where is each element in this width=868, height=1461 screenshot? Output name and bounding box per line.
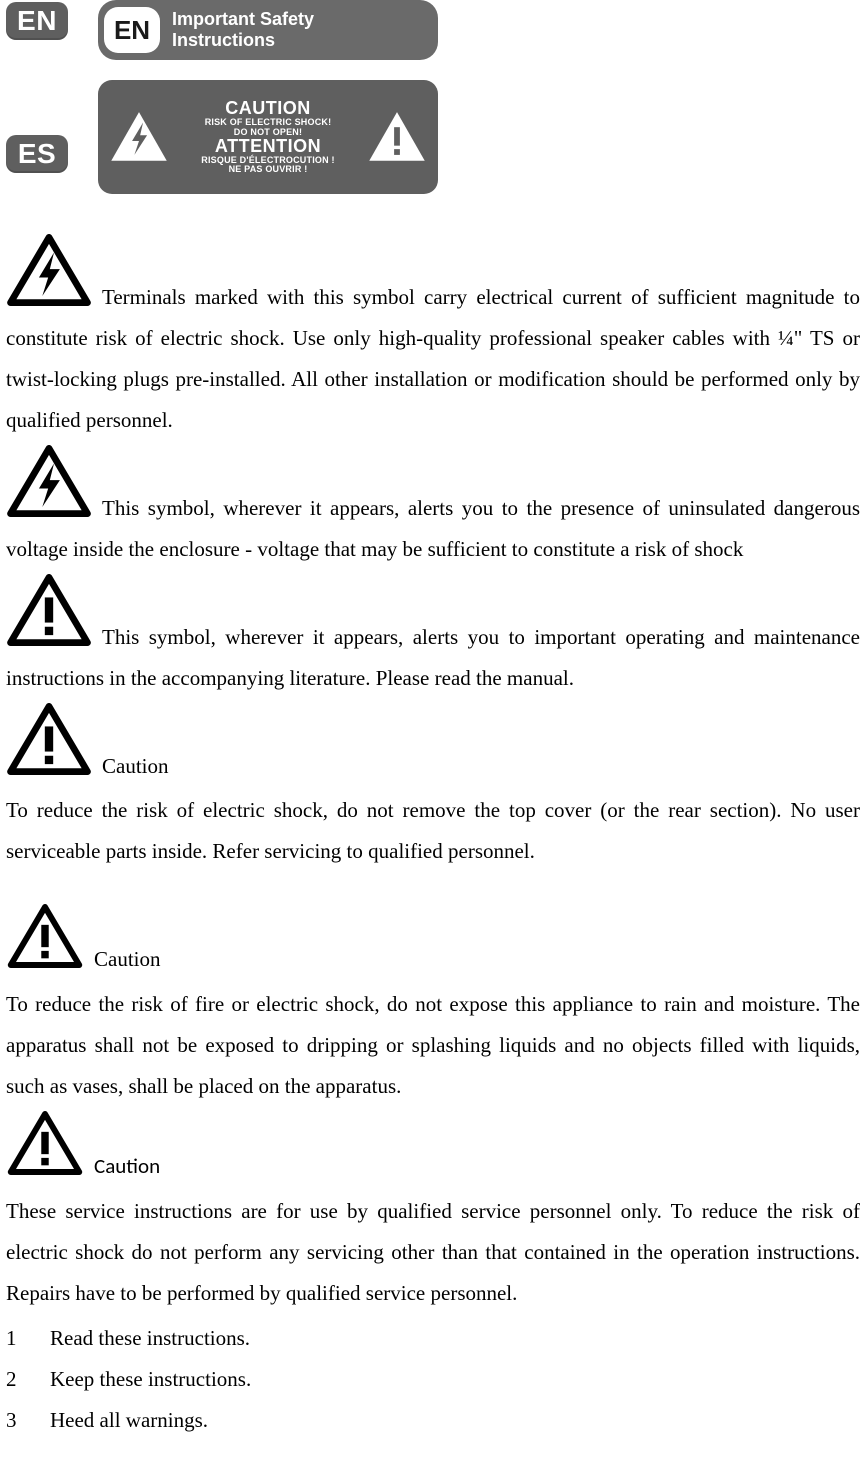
warning-paragraph-3: This symbol, wherever it appears, alerts… [6,574,860,699]
bolt-triangle-icon [6,445,92,531]
safety-title-line1: Important Safety [172,9,314,29]
attention-sub-b: NE PAS OUVRIR ! [174,165,362,174]
caution-2-body: To reduce the risk of fire or electric s… [6,984,860,1107]
lang-badge-es: ES [6,135,68,173]
warning-paragraph-2: This symbol, wherever it appears, alerts… [6,445,860,570]
list-item: 2Keep these instructions. [6,1359,860,1400]
warning-2-text: This symbol, wherever it appears, alerts… [6,496,860,561]
list-item: 1Read these instructions. [6,1318,860,1359]
caution-1-label: Caution [102,754,169,778]
caution-panel-text: CAUTION RISK OF ELECTRIC SHOCK! DO NOT O… [170,99,366,175]
lang-badge-en: EN [6,2,68,40]
attention-word: ATTENTION [174,137,362,156]
safety-title-bar: EN Important Safety Instructions [98,0,438,60]
caution-1-body: To reduce the risk of electric shock, do… [6,790,860,872]
warning-1-text: Terminals marked with this symbol carry … [6,285,860,432]
list-item-text: Read these instructions. [50,1318,250,1359]
language-column: EN ES [6,0,68,173]
list-item-text: Keep these instructions. [50,1359,251,1400]
warning-3-text: This symbol, wherever it appears, alerts… [6,625,860,690]
bolt-triangle-icon [6,234,92,320]
list-item-text: Heed all warnings. [50,1400,208,1441]
caution-3-label: Caution [94,1153,160,1179]
header-panels: EN Important Safety Instructions CAUTION… [98,0,438,194]
exclaim-triangle-icon [6,1111,84,1189]
caution-2-label: Caution [94,947,161,971]
safety-bar-en-badge: EN [104,7,160,53]
exclaim-triangle-icon [6,574,92,660]
list-item: 3Heed all warnings. [6,1400,860,1441]
caution-word: CAUTION [174,99,362,118]
caution-block-3-header: Caution [6,1111,860,1187]
caution-panel-bolt-icon [108,90,170,184]
header-row: EN ES EN Important Safety Instructions C… [6,0,860,194]
instruction-list: 1Read these instructions. 2Keep these in… [6,1318,860,1441]
exclaim-triangle-icon [6,703,92,789]
safety-title-line2: Instructions [172,30,275,50]
caution-block-2-header: Caution [6,904,860,980]
safety-bar-title: Important Safety Instructions [172,9,314,50]
warning-paragraph-1: Terminals marked with this symbol carry … [6,234,860,441]
caution-panel: CAUTION RISK OF ELECTRIC SHOCK! DO NOT O… [98,80,438,194]
caution-block-1-header: Caution [6,703,860,787]
caution-3-body: These service instructions are for use b… [6,1191,860,1314]
caution-panel-exclaim-icon [366,90,428,184]
exclaim-triangle-icon [6,904,84,982]
